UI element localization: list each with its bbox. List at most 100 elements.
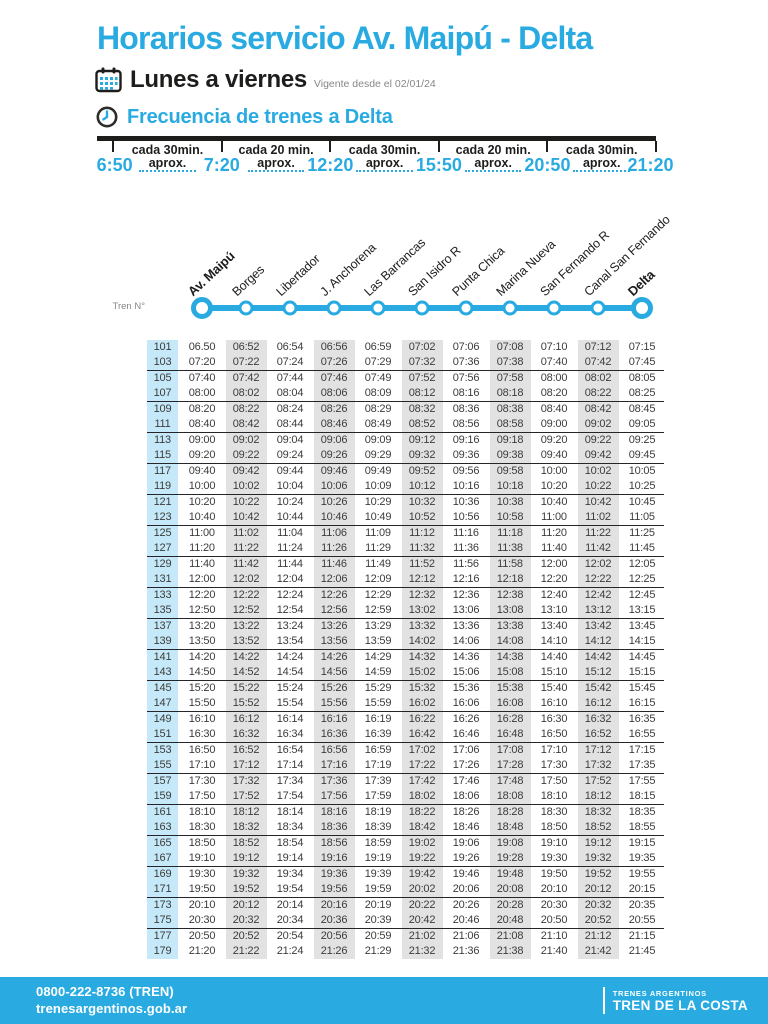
frequency-interval-text: cada 20 min. (238, 142, 314, 157)
train-number-cell: 169 (147, 866, 178, 882)
time-cell: 17:16 (313, 757, 355, 773)
time-cell: 18:36 (313, 819, 355, 835)
time-cell: 15:59 (364, 696, 392, 709)
time-cell: 12:18 (489, 571, 531, 587)
train-number-cell: 151 (147, 726, 178, 742)
time-cell: 13:24 (276, 619, 304, 632)
timetable-row: 161 18:10 18:12 18:14 18:16 18:19 18:22 18:26 18… (147, 804, 664, 820)
time-cell: 15:26 (313, 680, 355, 696)
time-cell: 13:12 (577, 602, 619, 618)
time-cell: 09:56 (452, 464, 480, 477)
time-cell: 19:32 (225, 866, 267, 882)
time-cell: 11:22 (577, 525, 619, 541)
time-cell: 11:45 (629, 541, 655, 554)
time-cell: 20:19 (364, 898, 392, 911)
timetable-row: 153 16:50 16:52 16:54 16:56 16:59 17:02 17:06 17… (147, 742, 664, 758)
time-cell: 21:24 (276, 944, 304, 957)
train-number-cell: 173 (147, 897, 178, 913)
timetable-row: 101 06.50 06:52 06:54 06:56 06:59 07:02 07:06 07… (147, 339, 664, 355)
time-cell: 19:15 (628, 836, 656, 849)
time-cell: 07:56 (452, 371, 480, 384)
time-cell: 20:10 (540, 882, 568, 895)
time-cell: 11:20 (541, 526, 567, 539)
time-cell: 12:04 (276, 572, 304, 585)
time-cell: 20:02 (401, 881, 443, 897)
time-cell: 08:36 (452, 402, 480, 415)
time-cell: 13:52 (225, 633, 267, 649)
time-cell: 06.50 (188, 340, 216, 353)
time-cell: 12:29 (364, 588, 392, 601)
time-cell: 17:46 (452, 774, 480, 787)
brand-divider (602, 987, 605, 1014)
time-cell: 20:55 (628, 913, 656, 926)
time-cell: 10:25 (628, 479, 656, 492)
timeline-time: 6:50 (96, 154, 133, 175)
time-cell: 07:24 (276, 355, 304, 368)
train-number-cell: 109 (147, 401, 178, 417)
time-cell: 17:30 (188, 774, 216, 787)
train-number-cell: 145 (147, 680, 178, 696)
train-number-cell: 153 (147, 742, 178, 758)
timeline-dotted-line (573, 169, 630, 172)
time-cell: 06:54 (276, 340, 304, 353)
time-cell: 17:08 (489, 742, 531, 758)
time-cell: 16:12 (225, 711, 267, 727)
time-cell: 20:15 (628, 882, 656, 895)
time-cell: 07:45 (628, 355, 656, 368)
time-cell: 10:26 (313, 494, 355, 510)
timeline-time: 21:20 (627, 154, 674, 175)
time-cell: 19:02 (401, 835, 443, 851)
train-number-cell: 133 (147, 587, 178, 603)
time-cell: 14:40 (540, 650, 568, 663)
timeline-time: 7:20 (203, 154, 240, 175)
time-cell: 08:29 (364, 402, 392, 415)
time-cell: 10:36 (452, 495, 480, 508)
time-cell: 07:20 (188, 355, 216, 368)
time-cell: 12:00 (540, 557, 568, 570)
time-cell: 07:12 (577, 339, 619, 355)
time-cell: 08:42 (225, 416, 267, 432)
time-cell: 15:29 (364, 681, 392, 694)
train-number-cell: 101 (147, 339, 178, 355)
service-days-label: Lunes a viernes (130, 65, 307, 93)
time-cell: 13:56 (313, 633, 355, 649)
train-number-cell: 163 (147, 819, 178, 835)
time-cell: 17:32 (577, 757, 619, 773)
time-cell: 07:44 (276, 371, 304, 384)
time-cell: 20:12 (577, 881, 619, 897)
time-cell: 16:12 (577, 695, 619, 711)
time-cell: 21:26 (313, 943, 355, 959)
time-cell: 09:26 (313, 447, 355, 463)
time-cell: 12:20 (540, 572, 568, 585)
time-cell: 14:06 (452, 634, 480, 647)
timetable-row: 157 17:30 17:32 17:34 17:36 17:39 17:42 17:46 17… (147, 773, 664, 789)
timetable-row: 167 19:10 19:12 19:14 19:16 19:19 19:22 19:26 19… (147, 850, 664, 867)
time-cell: 08:45 (628, 402, 656, 415)
time-cell: 20:48 (489, 912, 531, 928)
timetable-row: 119 10:00 10:02 10:04 10:06 10:09 10:12 10:16 10… (147, 478, 664, 495)
time-cell: 18:15 (628, 789, 656, 802)
time-cell: 15:15 (628, 665, 656, 678)
timetable-row: 137 13:20 13:22 13:24 13:26 13:29 13:32 13:36 13… (147, 618, 664, 634)
timetable-row: 127 11:20 11:22 11:24 11:26 11:29 11:32 11:36 11… (147, 540, 664, 557)
time-cell: 17:39 (364, 774, 392, 787)
time-cell: 10:24 (276, 495, 304, 508)
time-cell: 18:50 (540, 820, 568, 833)
time-cell: 18:55 (628, 820, 656, 833)
time-cell: 09:04 (276, 433, 304, 446)
time-cell: 08:52 (401, 416, 443, 432)
time-cell: 08:42 (577, 401, 619, 417)
train-number-cell: 147 (147, 695, 178, 711)
time-cell: 12:16 (452, 572, 480, 585)
timetable-row: 141 14:20 14:22 14:24 14:26 14:29 14:32 14:36 14… (147, 649, 664, 665)
time-cell: 12:25 (628, 572, 656, 585)
time-cell: 20:06 (452, 882, 480, 895)
timeline-segment-label: cada 20 min. aprox. (239, 143, 314, 171)
time-cell: 19:42 (401, 866, 443, 882)
time-cell: 21:15 (628, 929, 656, 942)
time-cell: 10:09 (364, 479, 392, 492)
time-cell: 20:59 (364, 929, 392, 942)
station-label: Delta (624, 266, 658, 299)
train-number-cell: 167 (147, 850, 178, 866)
station-circle (326, 300, 342, 316)
